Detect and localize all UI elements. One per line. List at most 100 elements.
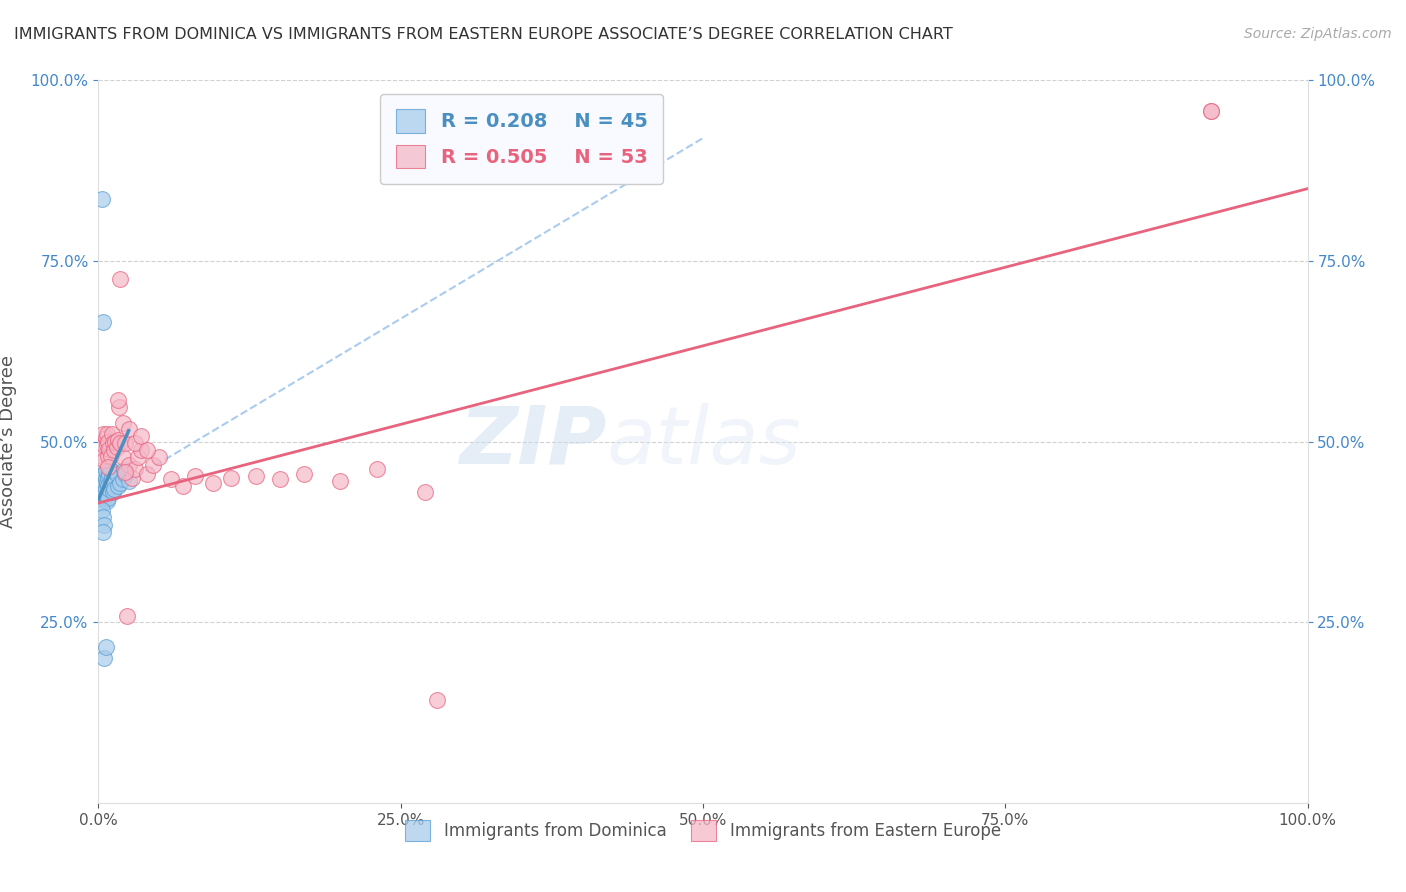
Text: atlas: atlas	[606, 402, 801, 481]
Point	[117, 609, 139, 624]
Point	[94, 463, 117, 477]
Point	[91, 485, 114, 500]
Point	[118, 475, 141, 489]
Point	[98, 467, 121, 481]
Point	[97, 479, 120, 493]
Point	[96, 486, 118, 500]
Point	[93, 492, 115, 507]
Point	[221, 470, 243, 484]
Point	[98, 482, 121, 496]
Point	[269, 472, 291, 486]
Text: ZIP: ZIP	[458, 402, 606, 481]
Text: IMMIGRANTS FROM DOMINICA VS IMMIGRANTS FROM EASTERN EUROPE ASSOCIATE’S DEGREE CO: IMMIGRANTS FROM DOMINICA VS IMMIGRANTS F…	[14, 27, 953, 42]
Point	[142, 458, 165, 472]
Point	[105, 440, 128, 454]
Point	[103, 443, 125, 458]
Point	[111, 450, 134, 465]
Point	[172, 479, 194, 493]
Point	[184, 469, 207, 483]
Point	[108, 272, 131, 286]
Point	[105, 467, 128, 481]
Point	[426, 693, 449, 707]
Point	[366, 462, 388, 476]
Point	[91, 475, 114, 489]
Point	[91, 489, 114, 503]
Point	[93, 517, 115, 532]
Point	[112, 463, 135, 477]
Point	[121, 470, 143, 484]
Point	[108, 436, 131, 450]
Point	[91, 193, 114, 207]
Point	[202, 476, 225, 491]
Point	[94, 472, 117, 486]
Point	[104, 434, 127, 449]
Point	[1199, 103, 1222, 118]
Point	[111, 417, 134, 431]
Point	[101, 436, 124, 450]
Point	[107, 479, 129, 493]
Point	[124, 462, 146, 476]
Point	[93, 485, 115, 500]
Point	[97, 491, 120, 505]
Point	[103, 482, 125, 496]
Point	[135, 443, 157, 458]
Point	[100, 449, 122, 463]
Point	[160, 472, 183, 486]
Point	[93, 452, 115, 467]
Point	[107, 433, 129, 447]
Point	[94, 640, 117, 655]
Point	[90, 492, 112, 507]
Point	[91, 496, 114, 510]
Point	[1199, 103, 1222, 118]
Point	[96, 476, 118, 491]
Point	[100, 475, 122, 489]
Point	[129, 429, 152, 443]
Point	[129, 443, 152, 458]
Point	[107, 392, 129, 407]
Point	[148, 450, 170, 465]
Point	[100, 427, 122, 442]
Point	[90, 482, 112, 496]
Point	[118, 458, 141, 472]
Point	[91, 470, 114, 484]
Point	[97, 434, 120, 449]
Point	[91, 427, 114, 442]
Point	[91, 449, 114, 463]
Point	[91, 503, 114, 517]
Point	[97, 470, 120, 484]
Point	[108, 476, 131, 491]
Point	[100, 463, 122, 477]
Point	[413, 485, 436, 500]
Point	[124, 436, 146, 450]
Point	[94, 482, 117, 496]
Point	[100, 470, 122, 484]
Point	[91, 524, 114, 539]
Y-axis label: Associate’s Degree: Associate’s Degree	[0, 355, 17, 528]
Point	[97, 459, 120, 474]
Point	[91, 478, 114, 492]
Point	[114, 467, 136, 481]
Point	[91, 479, 114, 493]
Point	[93, 467, 115, 481]
Point	[108, 400, 131, 414]
Point	[101, 478, 124, 492]
Point	[135, 467, 157, 481]
Point	[245, 469, 267, 483]
Point	[118, 421, 141, 435]
Point	[97, 449, 120, 463]
Point	[114, 436, 136, 450]
Point	[96, 427, 118, 442]
Legend: Immigrants from Dominica, Immigrants from Eastern Europe: Immigrants from Dominica, Immigrants fro…	[394, 809, 1012, 852]
Text: Source: ZipAtlas.com: Source: ZipAtlas.com	[1244, 27, 1392, 41]
Point	[329, 475, 352, 489]
Point	[94, 431, 117, 445]
Point	[93, 438, 115, 452]
Point	[101, 485, 124, 500]
Point	[93, 478, 115, 492]
Point	[114, 465, 136, 479]
Point	[96, 493, 118, 508]
Point	[96, 438, 118, 452]
Point	[111, 472, 134, 486]
Point	[127, 450, 149, 465]
Point	[91, 510, 114, 524]
